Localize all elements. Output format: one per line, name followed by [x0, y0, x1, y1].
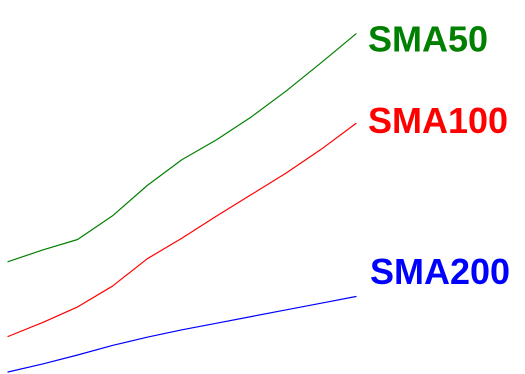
sma50-line [7, 33, 357, 263]
sma200-label: SMA200 [370, 251, 510, 292]
series-lines [7, 33, 357, 373]
sma100-line [7, 122, 357, 338]
sma50-label: SMA50 [368, 18, 488, 59]
sma100-label: SMA100 [368, 100, 508, 141]
series-labels: SMA50 SMA100 SMA200 [368, 18, 510, 292]
sma200-line [7, 295, 357, 373]
